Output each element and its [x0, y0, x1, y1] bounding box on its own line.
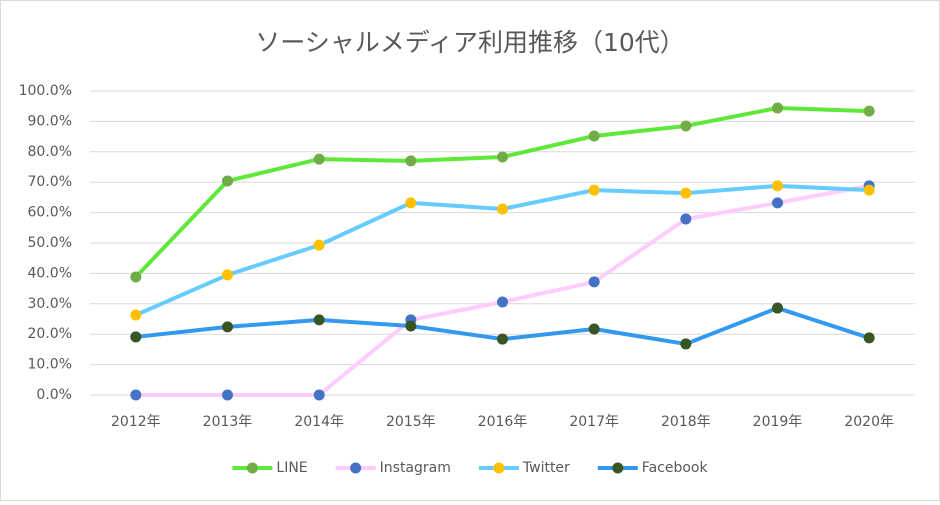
- y-tick-label: 50.0%: [28, 235, 72, 251]
- legend-label: Facebook: [642, 460, 709, 476]
- x-tick-label: 2017年: [569, 414, 619, 430]
- data-point: [405, 320, 417, 332]
- y-tick-label: 60.0%: [28, 205, 72, 221]
- data-point: [863, 105, 875, 117]
- data-point: [497, 203, 508, 215]
- x-tick-label: 2014年: [294, 414, 344, 430]
- data-point: [130, 331, 142, 343]
- y-tick-label: 10.0%: [28, 357, 72, 373]
- data-point: [130, 389, 142, 401]
- data-point: [588, 276, 600, 288]
- data-point: [680, 187, 692, 199]
- data-point: [313, 389, 325, 401]
- data-point: [405, 155, 417, 167]
- data-point: [222, 269, 233, 281]
- data-point: [313, 314, 325, 326]
- data-point: [313, 153, 325, 165]
- legend-marker: [493, 462, 505, 474]
- legend-label: LINE: [276, 460, 307, 476]
- data-point: [222, 321, 233, 333]
- data-point: [772, 102, 783, 114]
- x-tick-label: 2013年: [203, 414, 253, 430]
- legend-marker: [612, 462, 624, 474]
- x-tick-label: 2018年: [661, 414, 711, 430]
- y-tick-label: 80.0%: [28, 144, 72, 160]
- data-point: [222, 175, 233, 187]
- data-point: [588, 323, 600, 335]
- data-point: [130, 309, 142, 321]
- data-point: [313, 239, 325, 251]
- data-point: [497, 333, 508, 345]
- data-point: [772, 302, 783, 314]
- legend-marker: [246, 462, 258, 474]
- data-point: [588, 130, 600, 142]
- legend-label: Instagram: [380, 460, 451, 476]
- y-tick-label: 90.0%: [28, 113, 72, 129]
- data-point: [405, 197, 417, 209]
- data-point: [497, 296, 508, 308]
- data-point: [680, 338, 692, 350]
- data-point: [680, 120, 692, 132]
- y-tick-label: 70.0%: [28, 174, 72, 190]
- data-point: [222, 389, 233, 401]
- y-tick-label: 40.0%: [28, 265, 72, 281]
- x-tick-label: 2012年: [111, 414, 161, 430]
- data-point: [863, 332, 875, 344]
- data-point: [772, 197, 783, 209]
- data-point: [680, 213, 692, 225]
- data-point: [772, 180, 783, 192]
- y-tick-label: 20.0%: [28, 326, 72, 342]
- x-tick-label: 2015年: [386, 414, 436, 430]
- legend-label: Twitter: [522, 460, 570, 476]
- x-tick-label: 2020年: [844, 414, 894, 430]
- data-point: [130, 271, 142, 283]
- x-tick-label: 2019年: [753, 414, 803, 430]
- y-tick-label: 30.0%: [28, 296, 72, 312]
- x-tick-label: 2016年: [478, 414, 528, 430]
- data-point: [863, 184, 875, 196]
- data-point: [497, 151, 508, 163]
- y-tick-label: 0.0%: [36, 387, 72, 403]
- data-point: [588, 184, 600, 196]
- y-tick-label: 100.0%: [19, 83, 72, 99]
- legend-marker: [350, 462, 362, 474]
- chart-title: ソーシャルメディア利用推移（10代）: [255, 28, 685, 57]
